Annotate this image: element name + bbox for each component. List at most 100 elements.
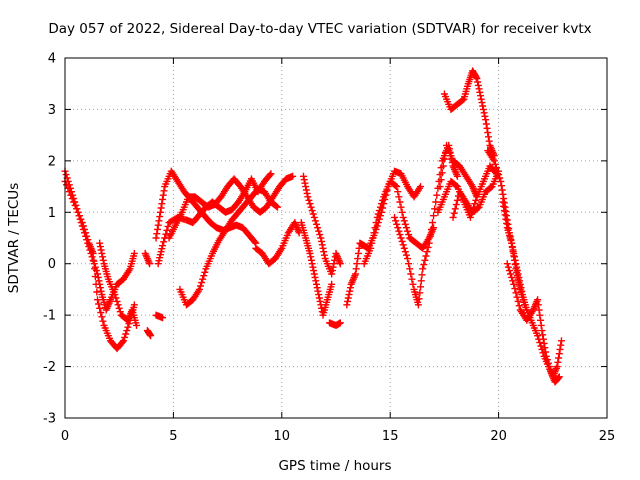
series-track-d <box>141 249 154 268</box>
data-point <box>308 207 316 215</box>
data-point <box>310 213 318 221</box>
data-point <box>515 279 523 287</box>
data-point <box>498 186 506 194</box>
data-point <box>500 207 508 215</box>
data-point <box>111 291 119 299</box>
data-point <box>479 102 487 110</box>
data-point <box>92 280 100 288</box>
data-point <box>402 224 410 232</box>
data-point <box>344 294 352 302</box>
data-point <box>195 285 203 293</box>
data-point <box>315 227 323 235</box>
data-point <box>307 203 315 211</box>
data-point <box>400 244 408 252</box>
data-point <box>503 216 511 224</box>
data-point <box>477 95 485 103</box>
data-point <box>421 256 429 264</box>
data-point <box>501 203 509 211</box>
data-point <box>553 363 561 371</box>
data-point <box>408 275 416 283</box>
data-point <box>399 213 407 221</box>
data-point <box>401 248 409 256</box>
data-point <box>354 249 362 257</box>
data-point <box>555 374 563 382</box>
data-point <box>396 198 404 206</box>
data-point <box>409 280 417 288</box>
data-point <box>352 270 360 278</box>
data-point <box>508 243 516 251</box>
data-point <box>404 227 412 235</box>
data-point <box>319 244 327 252</box>
data-point <box>491 160 499 168</box>
data-point <box>75 212 83 220</box>
data-point <box>159 242 167 250</box>
data-point <box>398 208 406 216</box>
data-point <box>301 179 309 187</box>
data-point <box>395 193 403 201</box>
data-point <box>309 210 317 218</box>
data-point <box>554 358 562 366</box>
data-point <box>98 313 106 321</box>
data-point <box>302 186 310 194</box>
data-point <box>200 272 208 280</box>
data-point <box>122 330 130 338</box>
data-point <box>96 284 104 292</box>
axis-ticks: 0 5 10 15 20 25 -3 -2 -1 0 1 2 3 4 <box>43 52 615 445</box>
data-point <box>509 277 517 285</box>
data-point <box>405 260 413 268</box>
data-point <box>406 265 414 273</box>
data-point <box>74 208 82 216</box>
data-point <box>113 297 121 305</box>
data-point <box>266 171 274 179</box>
data-point <box>503 260 511 268</box>
data-point <box>466 213 474 221</box>
data-point <box>371 224 379 232</box>
data-point <box>514 297 522 305</box>
series-track-k <box>252 219 303 268</box>
data-point <box>154 221 162 229</box>
data-point <box>93 288 101 296</box>
data-point <box>314 224 322 232</box>
data-point <box>539 335 547 343</box>
data-point <box>112 294 120 302</box>
data-point <box>502 215 510 223</box>
data-point <box>315 291 323 299</box>
data-point <box>307 256 315 264</box>
data-point <box>299 172 307 180</box>
data-point <box>154 225 162 233</box>
x-axis-label: GPS time / hours <box>278 458 391 474</box>
data-point <box>309 263 317 271</box>
data-point <box>393 183 401 191</box>
data-point <box>452 201 460 209</box>
data-point <box>511 285 519 293</box>
data-point <box>305 196 313 204</box>
data-point <box>156 208 164 216</box>
data-point <box>345 291 353 299</box>
data-point <box>78 219 86 227</box>
data-point <box>508 273 516 281</box>
data-point <box>353 260 361 268</box>
data-point <box>98 249 106 257</box>
x-tick-label: 25 <box>599 429 616 444</box>
data-point <box>475 85 483 93</box>
data-point <box>537 316 545 324</box>
series-track-j <box>176 185 281 309</box>
data-point <box>156 213 164 221</box>
data-point <box>508 239 516 247</box>
data-point <box>370 229 378 237</box>
data-point <box>312 277 320 285</box>
data-point <box>417 183 425 191</box>
data-point <box>402 251 410 259</box>
data-point <box>555 354 563 362</box>
x-tick-label: 5 <box>169 429 177 444</box>
data-point <box>159 191 167 199</box>
data-point <box>544 359 552 367</box>
y-tick-label: 1 <box>48 206 56 221</box>
data-point <box>163 226 171 234</box>
data-point <box>418 271 426 279</box>
data-point <box>512 265 520 273</box>
series-track-f <box>152 311 167 322</box>
data-point <box>556 345 564 353</box>
data-point <box>535 306 543 314</box>
data-point <box>164 222 172 230</box>
